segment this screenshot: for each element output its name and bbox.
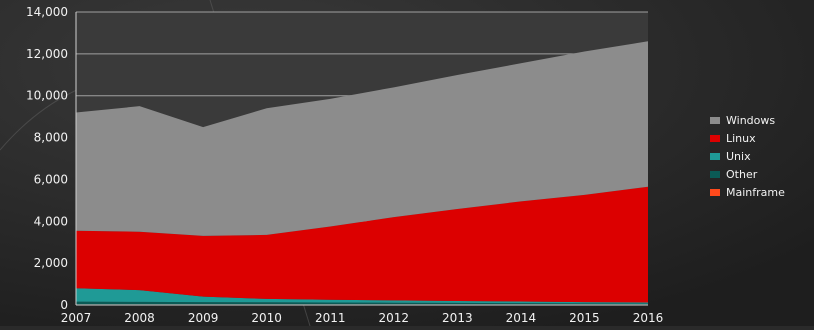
x-tick-label: 2012 <box>379 311 410 325</box>
x-tick-label: 2013 <box>442 311 473 325</box>
y-tick-label: 14,000 <box>26 5 68 19</box>
area-series <box>76 41 648 305</box>
area-windows <box>76 41 648 236</box>
x-tick-label: 2009 <box>188 311 219 325</box>
y-tick-label: 6,000 <box>34 172 68 186</box>
y-tick-label: 12,000 <box>26 47 68 61</box>
legend-label-windows: Windows <box>726 114 775 127</box>
x-axis-tick-labels: 2007 2008 2009 2010 2011 2012 2013 2014 2015 2016 <box>61 311 664 325</box>
legend-label-other: Other <box>726 168 758 181</box>
y-tick-label: 4,000 <box>34 214 68 228</box>
x-tick-label: 2011 <box>315 311 346 325</box>
legend-label-mainframe: Mainframe <box>726 186 785 199</box>
legend-swatch-other <box>710 171 720 178</box>
legend: Windows Linux Unix Other Mainframe <box>710 114 785 199</box>
legend-swatch-linux <box>710 135 720 142</box>
x-tick-label: 2010 <box>251 311 282 325</box>
legend-swatch-windows <box>710 117 720 124</box>
area-other <box>76 301 648 305</box>
y-tick-label: 8,000 <box>34 131 68 145</box>
legend-label-linux: Linux <box>726 132 756 145</box>
area-linux <box>76 186 648 303</box>
y-tick-label: 0 <box>60 298 68 312</box>
legend-label-unix: Unix <box>726 150 751 163</box>
x-tick-label: 2014 <box>506 311 537 325</box>
x-tick-label: 2015 <box>569 311 600 325</box>
y-tick-label: 2,000 <box>34 256 68 270</box>
x-tick-label: 2007 <box>61 311 92 325</box>
x-tick-label: 2016 <box>633 311 664 325</box>
legend-swatch-mainframe <box>710 189 720 196</box>
y-axis-tick-labels: 0 2,000 4,000 6,000 8,000 10,000 12,000 14,000 <box>26 5 68 312</box>
y-tick-label: 10,000 <box>26 89 68 103</box>
area-unix <box>76 288 648 304</box>
x-tick-label: 2008 <box>124 311 155 325</box>
axes <box>75 12 648 306</box>
legend-swatch-unix <box>710 153 720 160</box>
